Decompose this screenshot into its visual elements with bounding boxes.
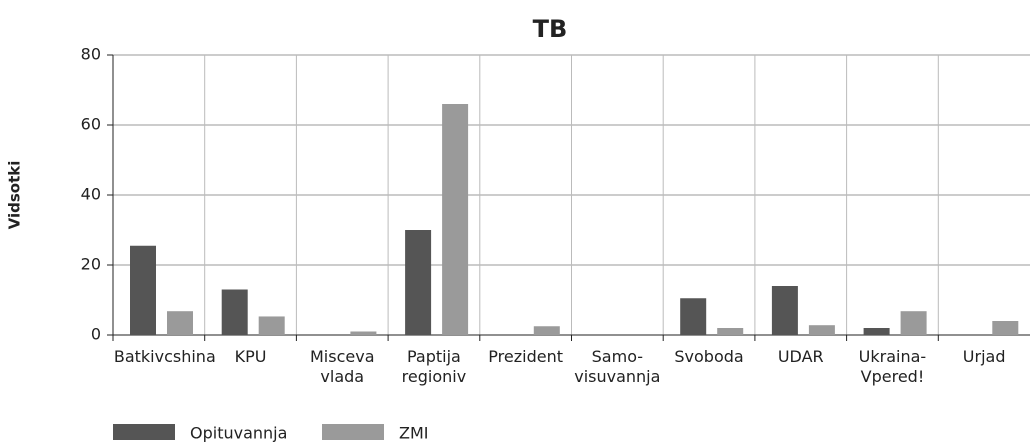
bar xyxy=(717,328,744,335)
bar xyxy=(771,286,798,335)
y-tick-label: 80 xyxy=(81,45,101,64)
bar xyxy=(442,104,469,335)
x-tick-label: Paptija regioniv xyxy=(401,347,467,386)
bar xyxy=(130,245,156,335)
y-axis-label: Vidsotki xyxy=(6,161,24,230)
bar xyxy=(992,321,1019,335)
bar xyxy=(900,311,927,335)
bar xyxy=(167,311,193,335)
legend-label: Opituvannja xyxy=(190,424,287,443)
legend-label: ZMI xyxy=(399,424,428,443)
bar xyxy=(221,289,248,335)
x-tick-label: Ukraina-Vpered! xyxy=(858,347,927,386)
x-tick-label: Misceva vlada xyxy=(310,347,375,386)
x-tick-label: UDAR xyxy=(777,347,824,366)
x-tick-label: Samo-visuvannja xyxy=(574,347,661,386)
bar xyxy=(808,325,835,335)
bar xyxy=(863,328,890,335)
y-tick-label: 0 xyxy=(91,325,101,344)
x-tick-label: Batkivcshina xyxy=(113,347,216,366)
y-tick-label: 40 xyxy=(81,185,101,204)
legend-swatch xyxy=(322,424,384,440)
chart-title: TB xyxy=(533,15,568,43)
bar xyxy=(258,316,285,335)
legend-swatch xyxy=(113,424,175,440)
y-tick-label: 20 xyxy=(81,255,101,274)
x-tick-label: Prezident xyxy=(488,347,563,366)
x-tick-label: Svoboda xyxy=(674,347,744,366)
bar xyxy=(533,326,560,335)
bar xyxy=(680,298,707,335)
x-tick-label: KPU xyxy=(234,347,267,366)
bar xyxy=(405,230,432,335)
x-tick-label: Urjad xyxy=(962,347,1006,366)
y-tick-label: 60 xyxy=(81,115,101,134)
bar xyxy=(350,331,377,335)
